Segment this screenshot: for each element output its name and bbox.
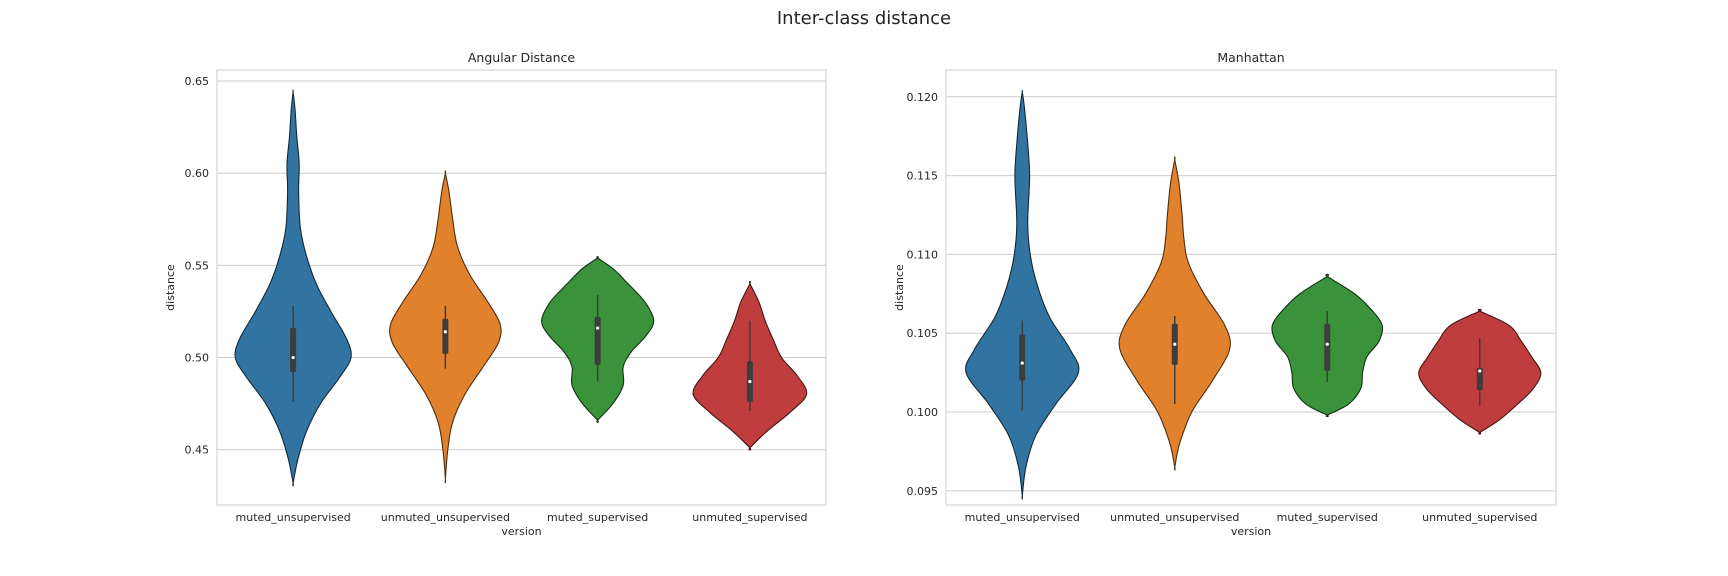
iqr-box-muted-supervised xyxy=(1324,323,1331,372)
x-tick-label: muted_supervised xyxy=(1277,511,1378,524)
x-axis-label: version xyxy=(1231,525,1271,538)
axes-frame xyxy=(216,69,827,506)
x-tick-label: unmuted_unsupervised xyxy=(1110,511,1239,524)
x-tick-label: unmuted_supervised xyxy=(1422,511,1537,524)
violin-muted-unsupervised xyxy=(234,89,352,487)
median-muted-unsupervised xyxy=(1020,361,1024,365)
y-tick-label: 0.120 xyxy=(907,91,939,104)
y-tick-label: 0.095 xyxy=(907,485,939,498)
y-axis-label: distance xyxy=(164,264,177,311)
iqr-box-muted-supervised xyxy=(594,316,601,365)
manhattan-panel: 0.095 0.100 0.105 0.110 0.115 0.120 Manhattan d… xyxy=(893,50,1557,538)
median-muted-unsupervised xyxy=(291,355,295,360)
median-unmuted-unsupervised xyxy=(1173,342,1177,346)
y-tick-label: 0.110 xyxy=(907,248,939,261)
iqr-box-muted-unsupervised xyxy=(1019,334,1026,381)
y-axis-label: distance xyxy=(893,264,906,311)
y-tick-label: 0.50 xyxy=(185,352,210,365)
x-tick-label: unmuted_unsupervised xyxy=(381,511,510,524)
figure-title: Inter-class distance xyxy=(776,8,952,29)
median-unmuted-supervised xyxy=(1478,369,1482,373)
y-tick-label: 0.100 xyxy=(907,406,939,419)
y-tick-label: 0.65 xyxy=(185,75,210,88)
x-tick-label: muted_unsupervised xyxy=(965,511,1080,524)
y-tick-label: 0.115 xyxy=(907,170,939,183)
x-tick-label: unmuted_supervised xyxy=(692,511,807,524)
median-muted-supervised xyxy=(1325,342,1329,346)
panel-title: Angular Distance xyxy=(468,50,576,65)
violin-muted-unsupervised xyxy=(965,89,1080,500)
y-tick-label: 0.45 xyxy=(185,444,210,457)
panel-title: Manhattan xyxy=(1217,50,1284,65)
iqr-box-muted-unsupervised xyxy=(290,328,297,373)
y-tick-label: 0.60 xyxy=(185,167,210,180)
x-axis-label: version xyxy=(501,525,541,538)
angular-distance-panel: 0.45 0.50 0.55 0.60 0.65 Angular Distance dist… xyxy=(164,50,827,538)
axes-frame xyxy=(945,69,1557,506)
x-tick-label: muted_unsupervised xyxy=(236,511,351,524)
median-unmuted-unsupervised xyxy=(443,330,447,334)
violin-unmuted-unsupervised xyxy=(1118,156,1231,471)
x-tick-label: muted_supervised xyxy=(547,511,648,524)
y-tick-label: 0.55 xyxy=(185,259,210,272)
y-tick-label: 0.105 xyxy=(907,327,939,340)
iqr-box-unmuted-unsupervised xyxy=(442,318,449,354)
median-muted-supervised xyxy=(596,326,600,330)
median-unmuted-supervised xyxy=(748,379,752,384)
iqr-box-unmuted-supervised xyxy=(1476,367,1483,390)
